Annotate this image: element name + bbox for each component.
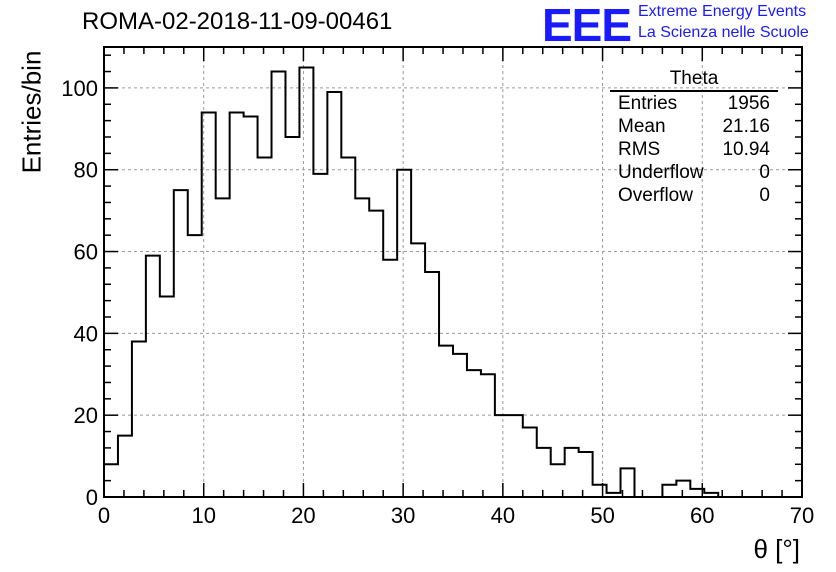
histogram-bin xyxy=(523,427,537,497)
x-tick-label: 50 xyxy=(590,503,614,528)
x-tick-label: 0 xyxy=(98,503,110,528)
stats-row-mean: Mean 21.16 xyxy=(610,115,778,138)
y-axis-label: Entries/bin xyxy=(16,50,47,174)
histogram-bin xyxy=(146,256,160,497)
stats-row-underflow: Underflow 0 xyxy=(610,161,778,184)
stats-value: 0 xyxy=(759,185,770,206)
histogram-bin xyxy=(132,342,146,497)
histogram-bin xyxy=(565,448,579,497)
histogram-bin xyxy=(327,92,341,497)
stats-label: Underflow xyxy=(618,162,704,183)
stats-row-rms: RMS 10.94 xyxy=(610,138,778,161)
histogram-bin xyxy=(202,112,216,497)
x-tick-label: 60 xyxy=(690,503,714,528)
histogram-bin xyxy=(397,170,411,497)
histogram-bin xyxy=(299,67,313,497)
logo-subtitle-line2: La Scienza nelle Scuole xyxy=(638,24,809,41)
stats-row-entries: Entries 1956 xyxy=(610,92,778,115)
stats-label: Mean xyxy=(618,116,666,137)
logo-subtitle-line1: Extreme Energy Events xyxy=(638,3,807,20)
stats-box: Theta Entries 1956 Mean 21.16 RMS 10.94 … xyxy=(610,68,778,207)
histogram-bin xyxy=(425,272,439,497)
stats-title: Theta xyxy=(610,68,778,92)
stats-label: RMS xyxy=(618,139,661,160)
stats-value: 10.94 xyxy=(722,139,770,160)
histogram-bin xyxy=(216,198,230,497)
histogram-bin xyxy=(355,198,369,497)
stats-label: Entries xyxy=(618,93,678,114)
histogram-bin xyxy=(383,260,397,497)
x-axis-label: θ [°] xyxy=(753,534,800,564)
stats-value: 21.16 xyxy=(722,116,770,137)
histogram-bin xyxy=(453,354,467,497)
x-tick-label: 30 xyxy=(391,503,415,528)
histogram-bin xyxy=(481,374,495,497)
x-tick-label: 70 xyxy=(790,503,814,528)
x-tick-label: 40 xyxy=(491,503,515,528)
histogram-bin xyxy=(160,297,174,497)
histogram-bin xyxy=(230,112,244,497)
eee-logo: EEE xyxy=(542,0,632,51)
histogram-bin xyxy=(411,243,425,497)
plot-frame xyxy=(103,46,803,498)
y-tick-label: 60 xyxy=(74,240,98,265)
histogram-bin xyxy=(118,436,132,497)
y-tick-label: 20 xyxy=(74,403,98,428)
histogram-bin xyxy=(662,485,676,497)
histogram-bin xyxy=(579,452,593,497)
histogram-bin xyxy=(313,174,327,497)
x-tick-label: 10 xyxy=(191,503,215,528)
histogram-bin xyxy=(258,157,272,497)
histogram-bin xyxy=(174,190,188,497)
histogram-bin xyxy=(509,415,523,497)
histogram-bin xyxy=(467,370,481,497)
histogram-bin xyxy=(188,235,202,497)
stats-value: 0 xyxy=(759,162,770,183)
y-tick-label: 40 xyxy=(74,321,98,346)
y-tick-label: 0 xyxy=(86,485,98,510)
histogram-bin xyxy=(285,137,299,497)
histogram-bin xyxy=(341,157,355,497)
histogram-bin xyxy=(272,72,286,497)
y-tick-label: 100 xyxy=(61,76,98,101)
histogram-bin xyxy=(537,448,551,497)
chart-title: ROMA-02-2018-11-09-00461 xyxy=(82,8,393,35)
histogram-bin xyxy=(593,485,607,497)
histogram-bin xyxy=(369,211,383,497)
x-tick-label: 20 xyxy=(291,503,315,528)
y-tick-label: 80 xyxy=(74,158,98,183)
stats-row-overflow: Overflow 0 xyxy=(610,184,778,207)
histogram-bin xyxy=(676,481,690,497)
stats-label: Overflow xyxy=(618,185,693,206)
histogram-bin xyxy=(244,117,258,497)
histogram-bin xyxy=(495,415,509,497)
stats-value: 1956 xyxy=(727,93,770,114)
histogram-bin xyxy=(439,346,453,497)
